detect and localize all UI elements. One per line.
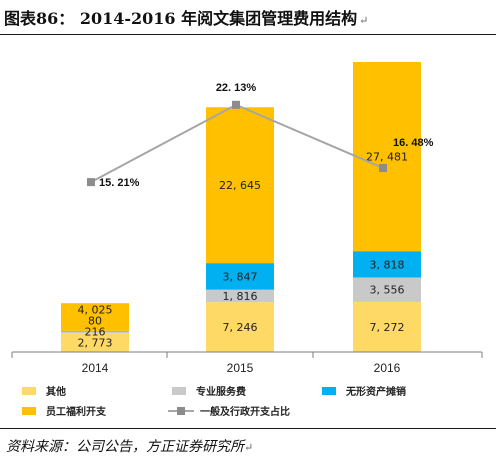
data-label-2016-series-3: 27, 481 bbox=[366, 151, 408, 164]
chart-title: 图表86： 2014-2016 年阅文集团管理费用结构 ↵ bbox=[4, 9, 369, 28]
return-mark: ↵ bbox=[244, 441, 254, 454]
bar-2014-series-0 bbox=[61, 332, 129, 352]
bar-2016-series-0 bbox=[353, 301, 421, 352]
line-point-2015 bbox=[232, 100, 240, 109]
legend-swatch-0 bbox=[22, 387, 36, 395]
legend-label-2: 无形资产摊销 bbox=[345, 385, 406, 398]
bar-2014-series-3 bbox=[61, 303, 129, 331]
bar-2015-series-0 bbox=[206, 302, 274, 352]
legend-swatch-2 bbox=[322, 387, 336, 395]
bar-2016-series-1 bbox=[353, 277, 421, 302]
legend-label-3: 员工福利开支 bbox=[46, 405, 107, 418]
data-label-2015-series-3: 22, 645 bbox=[219, 179, 261, 192]
source-note: 资料来源：公司公告，方正证券研究所↵ bbox=[6, 439, 254, 455]
line-label-2014: 15. 21% bbox=[99, 177, 140, 189]
data-label-2016-series-1: 3, 556 bbox=[370, 284, 405, 297]
line-series-group: 15. 21% 22. 13% 16. 48% bbox=[87, 82, 434, 189]
data-label-2015-series-0: 7, 246 bbox=[223, 321, 258, 334]
data-label-2016-series-2: 3, 818 bbox=[370, 258, 405, 271]
bar-2016-series-2 bbox=[353, 251, 421, 278]
legend-swatch-3 bbox=[22, 407, 36, 415]
data-label-2015-series-1: 1, 816 bbox=[223, 290, 258, 303]
bar-2015-series-1 bbox=[206, 289, 274, 303]
bar-2015-series-3 bbox=[206, 107, 274, 264]
line-point-2014 bbox=[87, 178, 95, 187]
data-label-2014-series-0: 2, 773 bbox=[78, 336, 113, 349]
line-point-2016 bbox=[379, 163, 387, 172]
legend-line-marker bbox=[177, 407, 185, 415]
x-tick-2015: 2015 bbox=[227, 361, 254, 375]
data-label-2014-series-2: 80 bbox=[88, 314, 102, 327]
data-label-2014-series-1: 216 bbox=[85, 325, 106, 338]
data-label-2016-series-0: 7, 272 bbox=[370, 321, 405, 334]
data-label-2015-series-2: 3, 847 bbox=[223, 270, 258, 283]
x-tick-2014: 2014 bbox=[82, 361, 109, 375]
bar-2014-series-1 bbox=[61, 331, 129, 333]
x-tick-2016: 2016 bbox=[374, 361, 401, 375]
bar-2015-series-2 bbox=[206, 263, 274, 290]
bar-2014-series-2 bbox=[61, 330, 129, 332]
legend-swatch-1 bbox=[172, 387, 186, 395]
line-label-2016: 16. 48% bbox=[393, 137, 434, 149]
bars-group bbox=[61, 62, 421, 352]
legend-label-4: 一般及行政开支占比 bbox=[200, 405, 290, 418]
legend-label-1: 专业服务费 bbox=[196, 385, 246, 398]
bar-2016-series-3 bbox=[353, 62, 421, 252]
source-rule bbox=[0, 428, 496, 429]
return-mark: ↵ bbox=[359, 14, 369, 27]
title-rule bbox=[0, 34, 496, 35]
line-label-2015: 22. 13% bbox=[216, 82, 257, 94]
data-label-2014-series-3: 4, 025 bbox=[78, 303, 113, 316]
x-ticks-group: 2014 2015 2016 bbox=[11, 352, 483, 375]
legend-label-0: 其他 bbox=[46, 385, 66, 398]
